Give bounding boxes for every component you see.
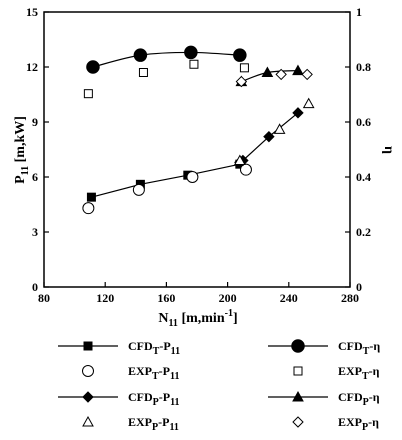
data-point <box>235 75 248 88</box>
data-point <box>233 48 247 62</box>
data-point <box>263 130 275 143</box>
data-point <box>275 68 287 81</box>
data-point <box>83 89 93 99</box>
x-tick-label: 80 <box>38 291 50 305</box>
data-point <box>132 183 145 196</box>
x-tick-label: 160 <box>157 291 175 305</box>
legend-marker <box>292 390 304 402</box>
data-point <box>273 123 286 134</box>
legend-entry: CFDT-η <box>268 339 380 357</box>
data-point <box>239 63 249 73</box>
data-point <box>292 64 304 76</box>
legend-label: EXPP-P11 <box>128 415 179 433</box>
y-right-tick-label: 0.6 <box>356 115 371 129</box>
y-left-tick-label: 6 <box>32 170 38 184</box>
y-left-tick-label: 9 <box>32 115 38 129</box>
legend-label: EXPP-η <box>338 415 379 433</box>
legend-marker <box>82 365 94 377</box>
legend-label: EXPT-P11 <box>128 364 179 382</box>
y-left-axis-label: P11 [m,kW] <box>13 116 31 184</box>
series-line <box>92 51 240 68</box>
data-point <box>233 154 246 165</box>
legend-label: EXPT-η <box>338 364 380 382</box>
legend-entry: EXPT-P11 <box>82 364 179 382</box>
legend: CFDT-P11 CFDT-η EXPT-P11 EXPT-η CFDP-P11 CFDP… <box>58 339 380 433</box>
plot-frame <box>43 11 351 288</box>
data-point <box>186 171 199 183</box>
data-point <box>292 107 304 119</box>
legend-label: CFDT-P11 <box>128 339 180 357</box>
legend-label: CFDT-η <box>338 339 380 357</box>
legend-marker <box>292 416 304 428</box>
data-point <box>239 163 252 176</box>
y-right-tick-label: 1 <box>356 5 362 19</box>
x-tick-label: 280 <box>341 291 359 305</box>
y-left-tick-label: 12 <box>26 60 38 74</box>
legend-marker <box>83 341 93 351</box>
y-left-tick-label: 0 <box>32 280 38 294</box>
legend-entry: CFDP-P11 <box>58 390 180 408</box>
data-point <box>138 68 148 77</box>
data-point <box>261 66 274 77</box>
data-point <box>302 97 315 109</box>
legend-entry: EXPP-η <box>292 415 379 433</box>
data-point <box>133 48 148 62</box>
x-tick-label: 240 <box>280 291 298 305</box>
legend-entry: CFDP-η <box>268 390 380 408</box>
x-tick-label: 200 <box>219 291 237 305</box>
data-point <box>86 60 100 74</box>
legend-label: CFDP-η <box>338 390 380 408</box>
legend-marker <box>82 415 94 427</box>
data-point <box>86 192 96 202</box>
legend-marker <box>291 339 305 353</box>
y-right-tick-label: 0.2 <box>356 225 371 239</box>
legend-entry: EXPT-η <box>293 364 380 382</box>
legend-marker <box>82 391 94 403</box>
points <box>82 45 315 215</box>
legend-marker <box>293 366 303 376</box>
legend-label: CFDP-P11 <box>128 390 180 408</box>
y-right-tick-label: 0.8 <box>356 60 371 74</box>
data-point <box>301 68 313 81</box>
x-tick-label: 120 <box>96 291 114 305</box>
data-point <box>184 45 198 60</box>
y-left-tick-label: 3 <box>32 225 38 239</box>
legend-entry: EXPP-P11 <box>82 415 179 433</box>
x-axis-label: N11 [m,min-1] <box>158 308 237 329</box>
data-point <box>82 202 95 215</box>
y-left-tick-label: 15 <box>26 5 38 19</box>
y-right-tick-label: 0 <box>356 280 362 294</box>
y-right-axis-label: η <box>381 146 396 154</box>
data-point <box>189 59 199 69</box>
y-right-tick-label: 0.4 <box>356 170 371 184</box>
legend-entry: CFDT-P11 <box>58 339 180 357</box>
series-line <box>91 163 240 198</box>
